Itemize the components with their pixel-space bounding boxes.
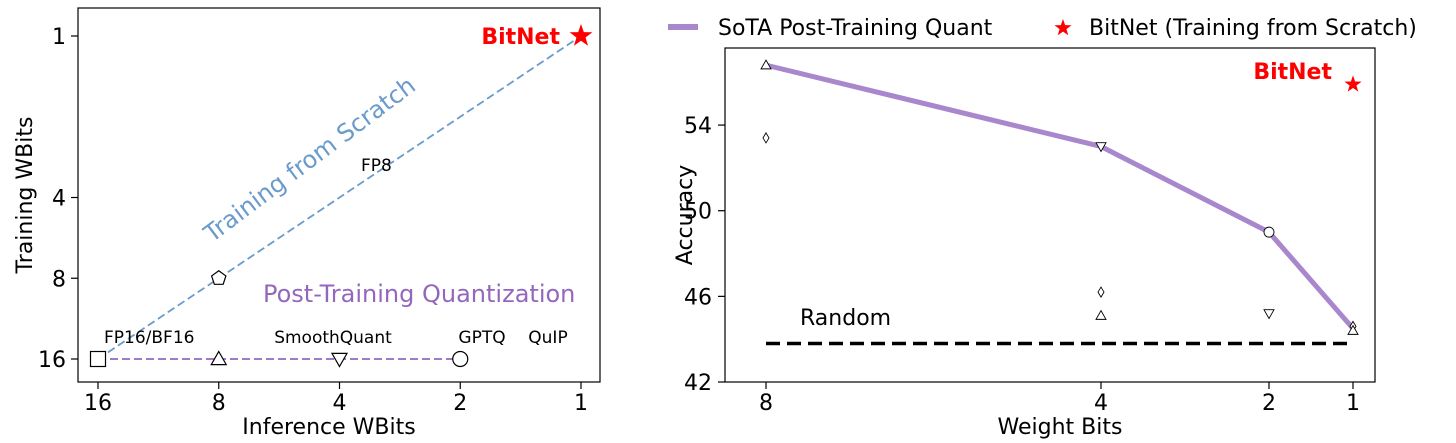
legend-sota-label: SoTA Post-Training Quant <box>718 16 993 41</box>
left-y-tick-label-3: 16 <box>38 348 66 373</box>
left-x-axis-label: Inference WBits <box>242 415 415 440</box>
left-point-4 <box>210 270 227 285</box>
left-point-label-0: FP16/BF16 <box>104 328 194 348</box>
post-training-quantization-label: Post-Training Quantization <box>263 280 575 308</box>
left-point-0 <box>89 350 107 368</box>
right-y-tick-label-3: 54 <box>684 114 712 139</box>
left-point-2 <box>330 352 349 368</box>
left-y-tick-label-2: 8 <box>52 267 66 292</box>
right-x-tick-label-1: 4 <box>1094 391 1108 416</box>
right-y-tick-label-0: 42 <box>684 371 712 396</box>
right-point-3 <box>1097 286 1105 298</box>
right-point-4 <box>1095 309 1107 320</box>
left-y-axis-label: Training WBits <box>13 117 38 275</box>
legend-bitnet-label: BitNet (Training from Scratch) <box>1089 16 1417 41</box>
series-line-0 <box>765 62 1355 331</box>
right-y-axis-label: Accuracy <box>673 165 698 265</box>
random-baseline-label: Random <box>800 306 891 331</box>
right-point-8 <box>1347 324 1359 335</box>
right-point-2 <box>1095 142 1107 153</box>
left-line-0 <box>97 35 582 360</box>
right-plot-frame <box>724 47 1376 383</box>
right-x-tick-label-2: 2 <box>1262 391 1276 416</box>
left-plot-frame <box>77 7 601 383</box>
left-x-tick-label-1: 8 <box>212 391 226 416</box>
left-x-tick-label-3: 2 <box>453 391 467 416</box>
left-point-label-4: FP8 <box>361 156 392 176</box>
right-x-axis-label: Weight Bits <box>998 415 1123 440</box>
left-x-tick-label-2: 4 <box>333 391 347 416</box>
left-point-label-3: QuIP <box>528 328 567 348</box>
right-x-tick-label-3: 1 <box>1346 391 1360 416</box>
right-y-tick-label-1: 46 <box>684 285 712 310</box>
right-point-6 <box>1263 309 1275 320</box>
legend-bitnet-star <box>1054 19 1072 36</box>
right-bitnet-label: BitNet <box>1253 60 1332 85</box>
left-point-label-1: SmoothQuant <box>274 328 392 348</box>
right-x-tick-label-0: 8 <box>759 391 773 416</box>
left-point-3 <box>452 350 469 368</box>
right-y-tick-label-2: 50 <box>684 200 712 225</box>
right-point-5 <box>1263 226 1275 238</box>
left-point-1 <box>210 350 228 366</box>
right-point-0 <box>760 59 772 70</box>
left-chart: 16 8 4 2 1 1 4 8 16 FP16/BF16 SmoothQuant GPTQ QuIP… <box>13 7 601 440</box>
left-point-label-2: GPTQ <box>458 328 505 348</box>
right-point-1 <box>762 132 770 144</box>
left-point-5 <box>569 24 593 46</box>
legend: SoTA Post-Training Quant BitNet (Trainin… <box>668 16 1417 41</box>
left-y-tick-label-0: 1 <box>52 25 66 50</box>
left-y-tick-label-1: 4 <box>52 187 66 212</box>
left-point-label-5: BitNet <box>481 25 560 50</box>
left-x-tick-label-4: 1 <box>574 391 588 416</box>
right-bitnet-star <box>1344 75 1362 92</box>
left-x-tick-label-0: 16 <box>84 391 112 416</box>
